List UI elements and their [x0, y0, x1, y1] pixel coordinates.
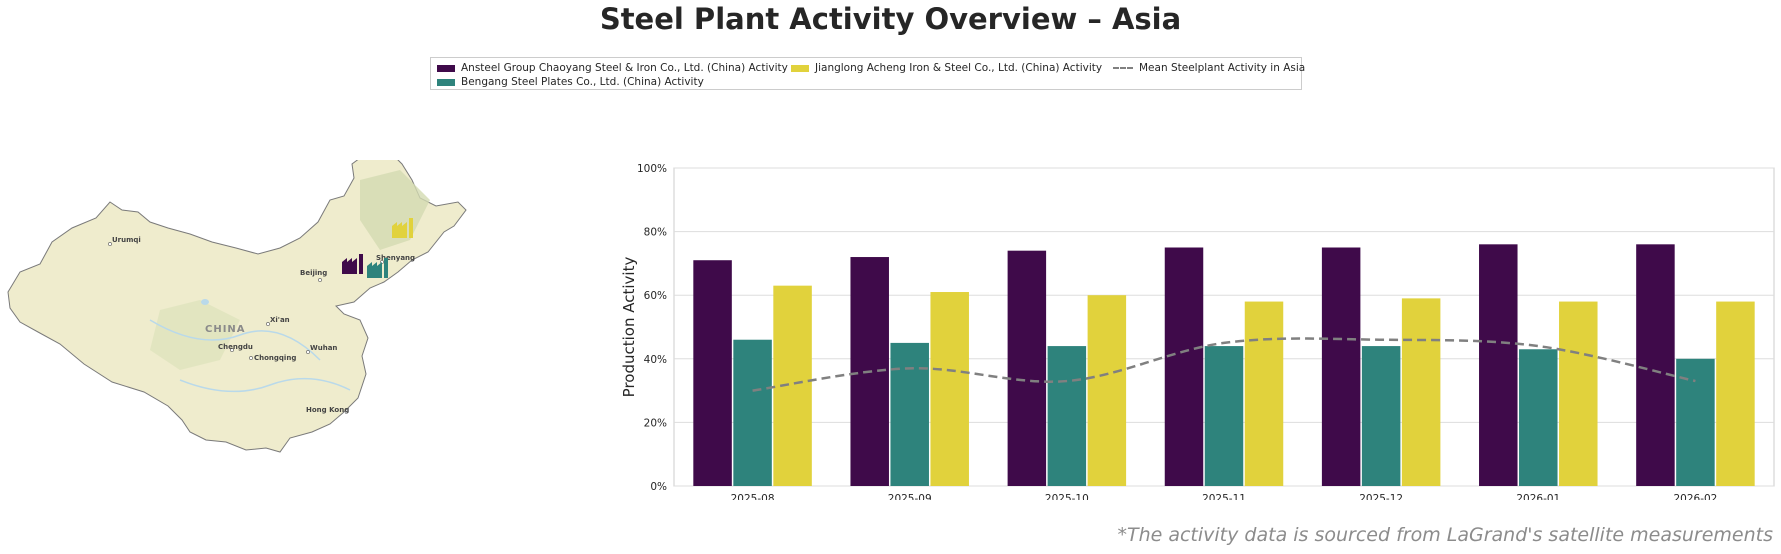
x-tick-label: 2026-02 [1673, 493, 1717, 500]
bar [1636, 244, 1675, 486]
city-label-beijing: Beijing [300, 269, 327, 277]
factory-icon-jianglong [392, 218, 413, 238]
x-tick-label: 2025-08 [731, 493, 775, 500]
bar [1204, 346, 1244, 486]
city-label-wuhan: Wuhan [310, 344, 337, 352]
bar [693, 260, 732, 486]
map-river-2 [179, 377, 351, 393]
x-tick-label: 2025-10 [1045, 493, 1089, 500]
bar [1519, 349, 1558, 486]
x-tick-label: 2025-09 [888, 493, 932, 500]
city-dot-chongqing [249, 356, 253, 360]
y-tick-label: 0% [650, 481, 667, 493]
legend-item-jianglong: Jianglong Acheng Iron & Steel Co., Ltd. … [791, 62, 1102, 74]
bar [1401, 298, 1441, 486]
china-landmass [7, 160, 467, 453]
bar [1087, 295, 1127, 486]
legend-swatch-mean [1113, 67, 1133, 69]
map-river [149, 319, 321, 361]
country-label-china: CHINA [205, 324, 246, 335]
legend-swatch-jianglong [791, 64, 809, 72]
y-tick-label: 80% [644, 227, 667, 239]
china-map: Urumqi Beijing Shenyang Xi'an Chengdu Ch… [7, 160, 467, 453]
city-dot-urumqi [108, 242, 112, 246]
bar [1007, 250, 1047, 486]
bar [1716, 301, 1755, 486]
legend-swatch-ansteel [437, 64, 455, 72]
bar [1559, 301, 1598, 486]
footnote: *The activity data is sourced from LaGra… [1117, 524, 1773, 546]
legend-item-bengang: Bengang Steel Plates Co., Ltd. (China) A… [437, 76, 704, 88]
legend-swatch-bengang [437, 78, 455, 86]
chart-legend: Ansteel Group Chaoyang Steel & Iron Co.,… [430, 57, 1305, 90]
bar [1361, 346, 1401, 486]
y-tick-label: 60% [644, 290, 667, 302]
map-relief [150, 300, 240, 370]
bar [1321, 247, 1361, 486]
factory-icon-bengang [367, 258, 388, 278]
bar [930, 292, 969, 486]
city-label-chongqing: Chongqing [254, 354, 296, 362]
city-dot-wuhan [306, 350, 310, 354]
bar [733, 339, 772, 486]
bar [1244, 301, 1284, 486]
city-dot-xian [266, 322, 270, 326]
page-title: Steel Plant Activity Overview – Asia [599, 2, 1182, 36]
y-tick-label: 40% [644, 354, 667, 366]
y-axis-label: Production Activity [620, 257, 638, 398]
x-tick-label: 2026-01 [1516, 493, 1560, 500]
city-label-urumqi: Urumqi [112, 236, 141, 244]
city-label-hongkong: Hong Kong [306, 406, 349, 414]
bar [890, 342, 929, 486]
factory-icon-ansteel [342, 254, 363, 274]
city-dot-chengdu [230, 348, 234, 352]
y-tick-label: 100% [637, 163, 667, 175]
x-tick-label: 2025-12 [1359, 493, 1403, 500]
legend-label-jianglong: Jianglong Acheng Iron & Steel Co., Ltd. … [815, 62, 1103, 74]
activity-chart: 0% 20% 40% 60% 80% 100% Production Activity 202… [620, 163, 1775, 500]
bar [1164, 247, 1204, 486]
map-lake [201, 299, 209, 305]
city-dot-beijing [318, 278, 322, 282]
mean-activity-line [752, 337, 1696, 392]
bar [773, 285, 812, 486]
legend-label-ansteel: Ansteel Group Chaoyang Steel & Iron Co.,… [461, 62, 788, 74]
y-tick-label: 20% [644, 417, 667, 429]
city-label-xian: Xi'an [270, 316, 290, 324]
bar [1479, 244, 1518, 486]
legend-label-mean: Mean Steelplant Activity in Asia [1139, 62, 1306, 74]
bar [1047, 346, 1087, 486]
legend-item-ansteel: Ansteel Group Chaoyang Steel & Iron Co.,… [437, 62, 788, 74]
city-label-shenyang: Shenyang [376, 254, 415, 262]
legend-label-bengang: Bengang Steel Plates Co., Ltd. (China) A… [461, 76, 704, 88]
x-tick-label: 2025-11 [1202, 493, 1246, 500]
legend-item-mean: Mean Steelplant Activity in Asia [1113, 62, 1305, 74]
city-label-chengdu: Chengdu [218, 343, 253, 351]
